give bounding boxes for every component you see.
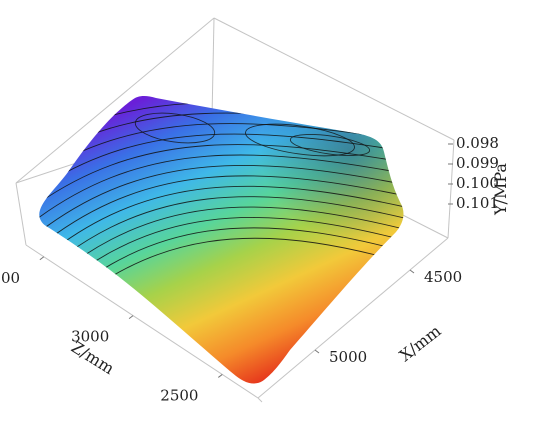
y-axis-label: Y/MPa bbox=[491, 163, 510, 216]
tick-mark bbox=[39, 256, 45, 261]
axis-ticks: 2500 3000 3500 4500 5000 0.098 0.099 0.100 0.101 bbox=[0, 134, 499, 404]
tick-mark bbox=[409, 269, 415, 274]
contour-line bbox=[39, 133, 404, 202]
contour-loop bbox=[245, 123, 355, 157]
contour-line bbox=[39, 175, 404, 264]
x-tick-label: 5000 bbox=[329, 348, 367, 366]
tick-mark bbox=[218, 374, 223, 378]
y-tick-label: 0.098 bbox=[456, 134, 499, 152]
y-tick-label: 0.099 bbox=[456, 154, 499, 172]
z-tick-label: 2500 bbox=[160, 386, 198, 404]
contour-line bbox=[39, 164, 404, 248]
z-tick-label: 3500 bbox=[0, 269, 20, 287]
y-tick-label: 0.101 bbox=[456, 194, 499, 212]
contour-line bbox=[39, 144, 404, 218]
contour-loop bbox=[289, 134, 371, 156]
surface bbox=[39, 95, 404, 384]
tick-mark bbox=[128, 315, 134, 320]
contour-lines bbox=[39, 102, 404, 355]
y-tick-label: 0.100 bbox=[456, 174, 499, 192]
bounding-box-front bbox=[15, 139, 455, 403]
contour-loop bbox=[134, 112, 216, 144]
x-tick-label: 4500 bbox=[424, 268, 462, 286]
contour-line bbox=[39, 154, 404, 233]
z-tick-label: 3000 bbox=[71, 328, 109, 346]
x-axis-label: X/mm bbox=[396, 321, 445, 365]
tick-mark bbox=[314, 349, 320, 354]
contour-line bbox=[39, 185, 404, 279]
